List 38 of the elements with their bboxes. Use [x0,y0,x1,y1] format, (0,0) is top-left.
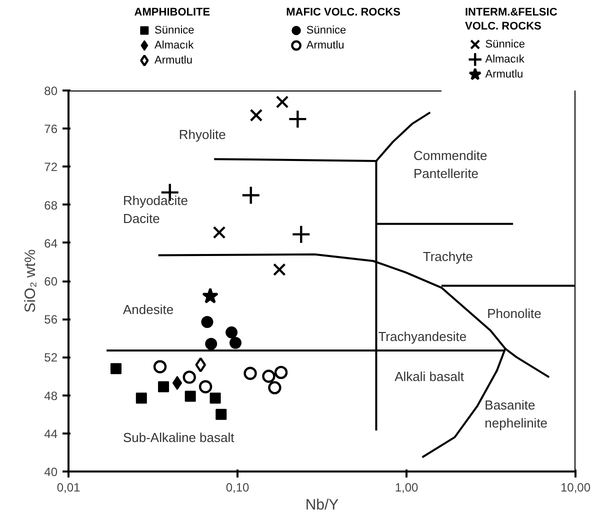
legend-label: Sünnice [154,24,194,36]
legend-label: Almacık [485,54,525,66]
legend-label: Sünnice [485,38,525,50]
y-tick-label: 52 [44,350,58,365]
y-axis-title: SiO₂ wt% [22,249,40,313]
annotation: Phonolite [487,306,542,322]
text: MAFIC VOLC. ROCKS [286,6,400,18]
y-tick-label: 72 [44,160,58,174]
annotation: Trachyandesite [378,328,467,344]
y-tick-label: 80 [44,84,58,98]
annotation: Trachyte [422,248,473,264]
text: INTERM.&FELSIC VOLC. ROCKS [464,6,558,32]
y-tick-label: 48 [44,388,58,403]
y-tick-label: 56 [44,312,58,327]
y-tick-label: 60 [44,274,58,288]
legend-label: Armutlu [154,54,192,66]
x-tick-label: 10,00 [560,480,591,494]
legend-label: Almacık [154,40,194,52]
y-tick-label: 64 [44,236,58,250]
x-tick-label: 1,00 [394,480,419,494]
x-axis-title: Nb/Y [305,496,339,514]
legend-label: Armutlu [306,40,344,52]
y-tick-label: 44 [44,426,58,441]
y-tick-label: 40 [44,465,58,479]
annotation: Commendite Pantellerite [413,148,488,181]
annotation: Andesite [122,302,174,318]
annotation: Sub-Alkaline basalt [122,430,235,445]
annotation: Alkali basalt [394,368,464,384]
legend-label: Sünnice [306,24,346,36]
text: AMPHIBOLITE [134,6,210,18]
y-tick-label: 76 [44,122,58,136]
legend-label: Armutlu [485,68,524,80]
annotation: Rhyolite [178,126,226,142]
annotation: Basanite nephelinite [484,398,548,431]
x-tick-label: 0,01 [56,480,81,494]
annotation: Rhyodacite Dacite [122,192,188,226]
y-tick-label: 68 [44,198,58,212]
x-tick-label: 0,10 [226,480,250,494]
